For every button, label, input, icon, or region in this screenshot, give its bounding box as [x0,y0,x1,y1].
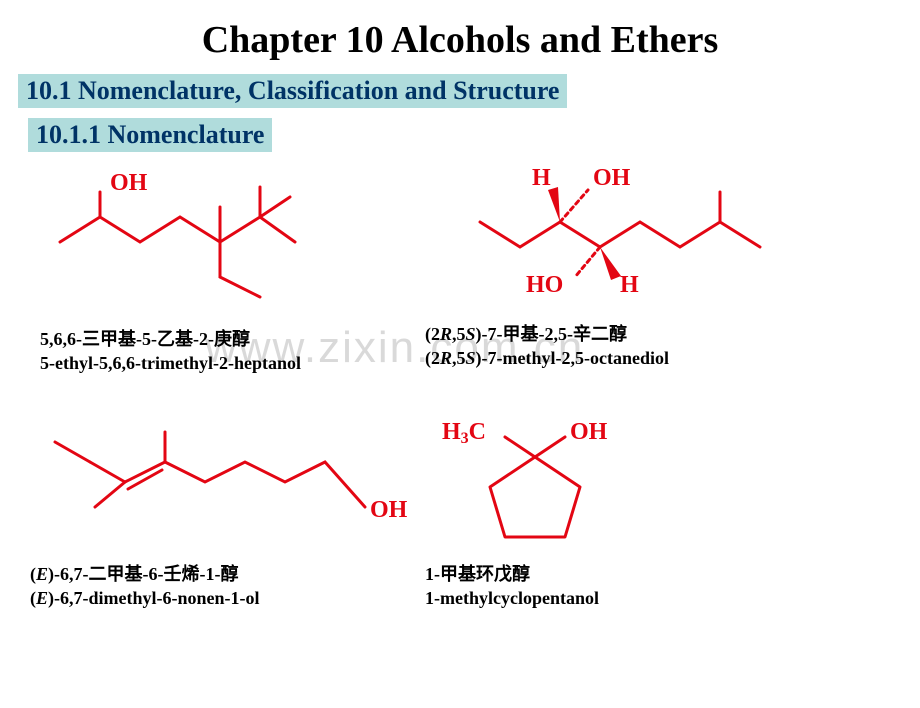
compound-3-name-cn: (E)-6,7-二甲基-6-壬烯-1-醇 [30,562,425,586]
compound-2-caption: (2R,5S)-7-甲基-2,5-辛二醇 (2R,5S)-7-methyl-2,… [425,322,840,371]
compound-1: OH 5,6,6-三甲基-5-乙基-2-庚醇 5-ethyl-5,6,6-tri… [35,167,375,376]
compound-3-caption: (E)-6,7-二甲基-6-壬烯-1-醇 (E)-6,7-dimethyl-6-… [30,562,425,611]
oh-label: OH [370,497,408,523]
compound-1-name-en: 5-ethyl-5,6,6-trimethyl-2-heptanol [40,351,375,375]
compound-2: H OH HO H (2R,5S)-7-甲基-2,5-辛二醇 (2R,5S)-7… [420,162,840,371]
oh-label: OH [570,419,608,445]
compound-4-name-cn: 1-甲基环戊醇 [425,562,680,586]
oh-label: HO [526,272,563,298]
compound-2-name-cn: (2R,5S)-7-甲基-2,5-辛二醇 [425,322,840,346]
compound-4: H3C OH 1-甲基环戊醇 1-methylcyclopentanol [420,412,680,611]
compound-1-structure: OH [35,167,375,317]
compound-3-name-en: (E)-6,7-dimethyl-6-nonen-1-ol [30,586,425,610]
compound-3: OH (E)-6,7-二甲基-6-壬烯-1-醇 (E)-6,7-dimethyl… [25,412,425,611]
compound-1-name-cn: 5,6,6-三甲基-5-乙基-2-庚醇 [40,327,375,351]
compound-4-name-en: 1-methylcyclopentanol [425,586,680,610]
ch3-label: H3C [442,419,486,447]
chapter-title: Chapter 10 Alcohols and Ethers [0,18,920,62]
compound-2-name-en: (2R,5S)-7-methyl-2,5-octanediol [425,346,840,370]
compound-1-caption: 5,6,6-三甲基-5-乙基-2-庚醇 5-ethyl-5,6,6-trimet… [40,327,375,376]
oh-label: OH [110,170,148,196]
compound-4-caption: 1-甲基环戊醇 1-methylcyclopentanol [425,562,680,611]
compound-2-structure: H OH HO H [420,162,840,317]
compound-4-structure: H3C OH [420,412,680,562]
h-label: H [620,272,639,298]
compound-3-structure: OH [25,412,425,542]
subsection-heading: 10.1.1 Nomenclature [28,118,272,152]
h-label: H [532,165,551,191]
section-heading: 10.1 Nomenclature, Classification and St… [18,74,567,108]
oh-label: OH [593,165,631,191]
